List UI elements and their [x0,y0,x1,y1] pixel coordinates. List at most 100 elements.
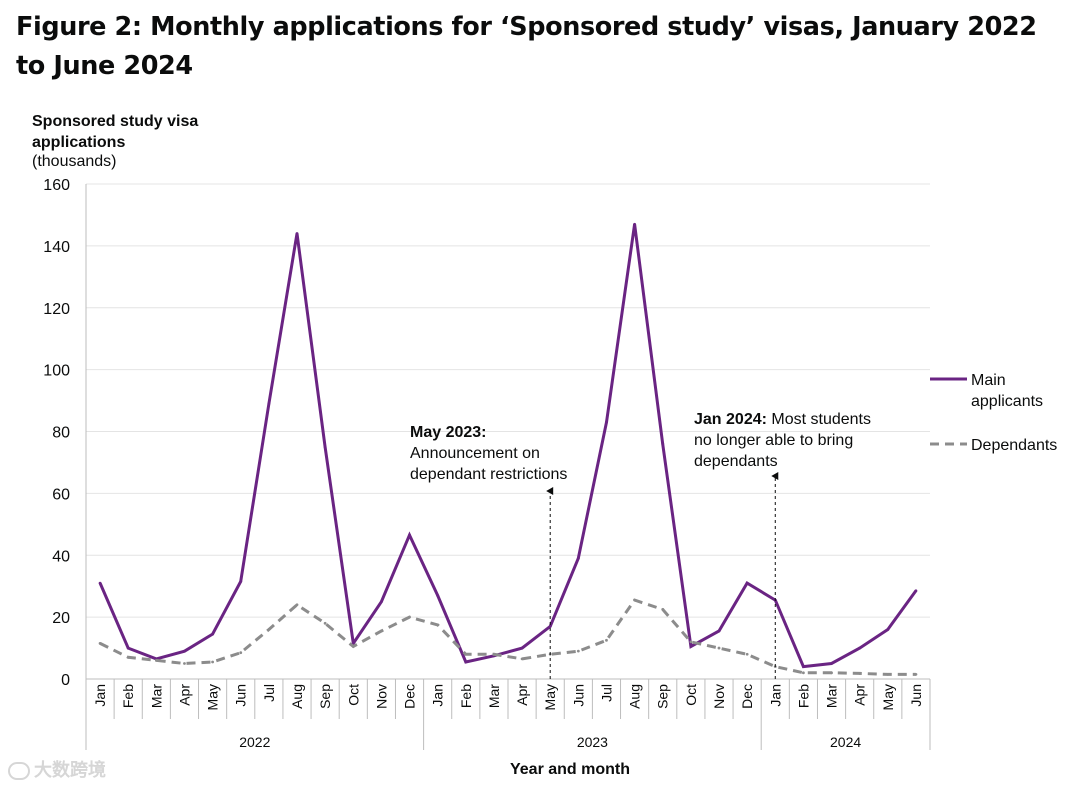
x-axis-title: Year and month [510,761,630,778]
data-point [183,662,186,665]
x-tick-label: Nov [711,684,727,709]
data-point [914,589,918,593]
data-point [633,222,636,226]
y-axis-units: (thousands) [32,153,117,170]
data-point [605,638,608,642]
data-point [323,621,327,625]
year-label: 2022 [239,734,270,750]
x-tick-label: Jul [598,684,614,702]
x-tick-label: Nov [373,684,389,709]
annotation-line: dependants [694,453,778,470]
data-point [914,672,918,676]
x-tick-label: Feb [795,684,811,708]
x-tick-label: Sep [317,684,333,709]
x-tick-label: Sep [655,684,671,709]
x-tick-label: Jan [92,684,108,707]
x-tick-label: Mar [486,684,502,708]
data-point [576,556,580,560]
x-tick-label: Apr [176,684,192,706]
x-tick-label: Aug [289,684,305,709]
data-point [351,645,355,648]
figure-title: Figure 2: Monthly applications for ‘Spon… [16,12,1037,81]
y-tick-label: 0 [61,672,70,689]
legend-label: applicants [971,393,1043,410]
y-tick-label: 60 [52,486,70,503]
y-tick-label: 80 [52,425,70,442]
data-point [295,603,299,607]
x-tick-label: May [205,684,221,710]
y-tick-label: 160 [43,177,70,194]
x-tick-label: Dec [739,684,755,709]
watermark: 大数跨境 [8,756,106,782]
data-point [126,646,130,650]
data-point [858,646,862,650]
watermark-text: 大数跨境 [34,760,106,781]
data-point [126,655,130,659]
data-point [98,642,102,645]
series-line-main-applicants [98,223,918,669]
data-point [802,665,805,669]
annotation-heading: May 2023: [410,424,487,441]
data-point [886,628,890,631]
data-point [745,581,749,585]
annotation-line: dependant restrictions [410,466,567,483]
annotation-heading: Jan 2024: Most students [694,411,871,428]
x-tick-label: May [542,684,558,710]
data-point [492,652,496,656]
data-point [239,651,243,655]
annotation-line: no longer able to bring [694,432,853,449]
x-tick-label: Jan [430,684,446,707]
data-point [464,652,468,656]
annotation-bold: May 2023: [410,424,487,441]
series-line-dependants [99,598,916,676]
annotation-bold: Jan 2024: [694,411,767,428]
data-point [436,594,440,597]
data-point [239,580,243,583]
x-tick-label: Jan [767,684,783,707]
data-point [408,533,411,537]
data-point [661,607,665,611]
data-point [520,646,524,650]
data-point [98,581,102,585]
y-axis-title: applications [32,134,125,151]
data-point [858,672,862,675]
y-tick-label: 100 [43,363,70,380]
data-point [830,671,833,675]
data-point [211,660,215,664]
data-point [745,652,749,656]
data-point [183,649,186,653]
data-point [408,615,411,619]
data-point [830,662,833,665]
x-tick-label: Apr [514,684,530,706]
y-tick-label: 20 [52,610,70,627]
data-point [380,629,383,633]
x-tick-label: Dec [402,684,418,709]
y-tick-label: 120 [43,301,70,318]
data-point [689,640,693,644]
x-tick-label: Jun [908,684,924,707]
data-point [436,623,440,627]
year-label: 2023 [577,734,608,750]
data-point [267,628,271,631]
x-tick-label: May [880,684,896,710]
data-point [605,420,608,424]
data-point [520,657,524,661]
data-point [154,659,158,662]
data-point [211,632,215,636]
data-point [576,649,580,653]
x-tick-label: Feb [458,684,474,708]
data-point [661,442,665,446]
data-point [802,671,805,675]
data-point [886,672,890,676]
x-tick-label: Mar [148,684,164,708]
data-point [380,600,383,604]
data-point [323,445,327,449]
data-point [717,629,721,633]
x-tick-label: Oct [683,684,699,706]
x-tick-label: Mar [824,684,840,708]
watermark-icon [8,762,30,780]
data-point [267,402,271,406]
data-point [464,660,468,664]
x-tick-label: Aug [627,684,643,709]
